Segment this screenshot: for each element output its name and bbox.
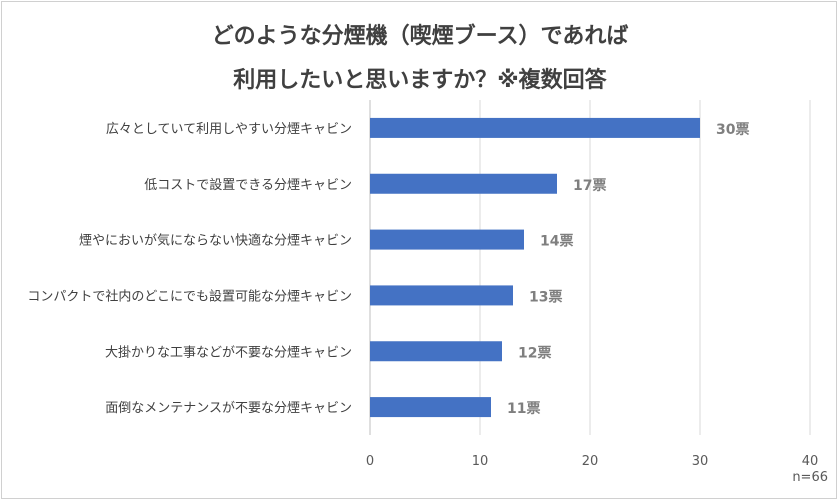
bar <box>370 229 524 250</box>
category-label: 広々としていて利用しやすい分煙キャビン <box>106 122 352 137</box>
category-label: 大掛かりな工事などが不要な分煙キャビン <box>105 345 352 360</box>
category-label: 煙やにおいが気にならない快適な分煙キャビン <box>79 233 352 249</box>
bar <box>370 285 513 306</box>
x-tick-label: 20 <box>582 454 599 469</box>
data-label: 13票 <box>529 289 562 305</box>
chart-title-line-1: どのような分煙機（喫煙ブース）であれば <box>211 24 629 49</box>
data-label: 12票 <box>518 345 551 361</box>
data-label: 14票 <box>540 234 573 250</box>
x-tick-label: 40 <box>802 454 819 469</box>
chart-title-line-2: 利用したいと思いますか？※複数回答 <box>233 68 607 93</box>
sample-size-note: n=66 <box>792 470 828 485</box>
category-label: コンパクトで社内のどこにでも設置可能な分煙キャビン <box>27 288 352 304</box>
bar <box>370 341 502 362</box>
category-label: 低コストで設置できる分煙キャビン <box>144 177 352 193</box>
category-label: 面倒なメンテナンスが不要な分煙キャビン <box>105 401 352 416</box>
bar <box>370 117 700 138</box>
data-label: 17票 <box>573 178 606 194</box>
x-tick-label: 10 <box>472 454 489 469</box>
data-label: 30票 <box>716 122 749 138</box>
x-tick-label: 30 <box>692 454 709 469</box>
data-label: 11票 <box>507 401 540 417</box>
bar <box>370 397 491 418</box>
x-tick-label: 0 <box>366 454 374 469</box>
bar <box>370 173 557 194</box>
